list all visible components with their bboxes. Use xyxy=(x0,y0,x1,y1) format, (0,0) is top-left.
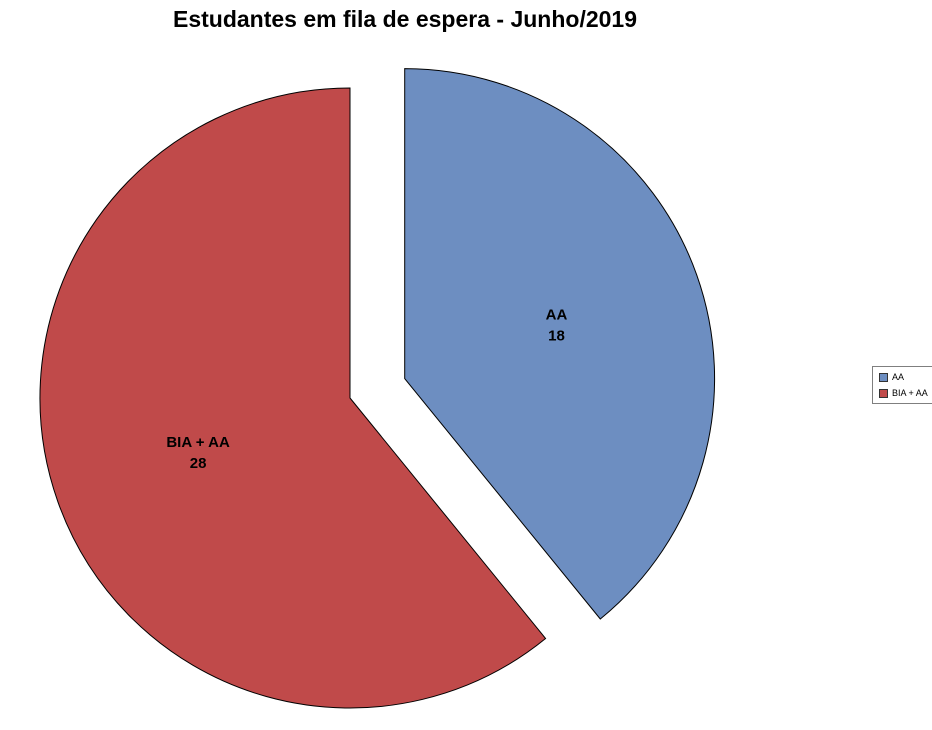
legend-item-bia-aa: BIA + AA xyxy=(879,388,928,398)
chart-title: Estudantes em fila de espera - Junho/201… xyxy=(173,6,637,32)
legend-swatch-bia-aa xyxy=(879,388,888,398)
slice-value-aa: 18 xyxy=(548,328,565,345)
slice-label-bia-aa: BIA + AA xyxy=(166,434,230,451)
slice-label-aa: AA xyxy=(546,307,568,324)
pie-slice-bia-aa xyxy=(39,87,547,709)
legend-label-bia-aa: BIA + AA xyxy=(892,388,928,398)
legend-swatch-aa xyxy=(879,372,888,382)
slice-value-bia-aa: 28 xyxy=(190,455,207,472)
pie-slice-aa xyxy=(404,68,716,620)
legend: AA BIA + AA xyxy=(872,366,932,404)
legend-item-aa: AA xyxy=(879,372,928,382)
legend-label-aa: AA xyxy=(892,372,905,382)
